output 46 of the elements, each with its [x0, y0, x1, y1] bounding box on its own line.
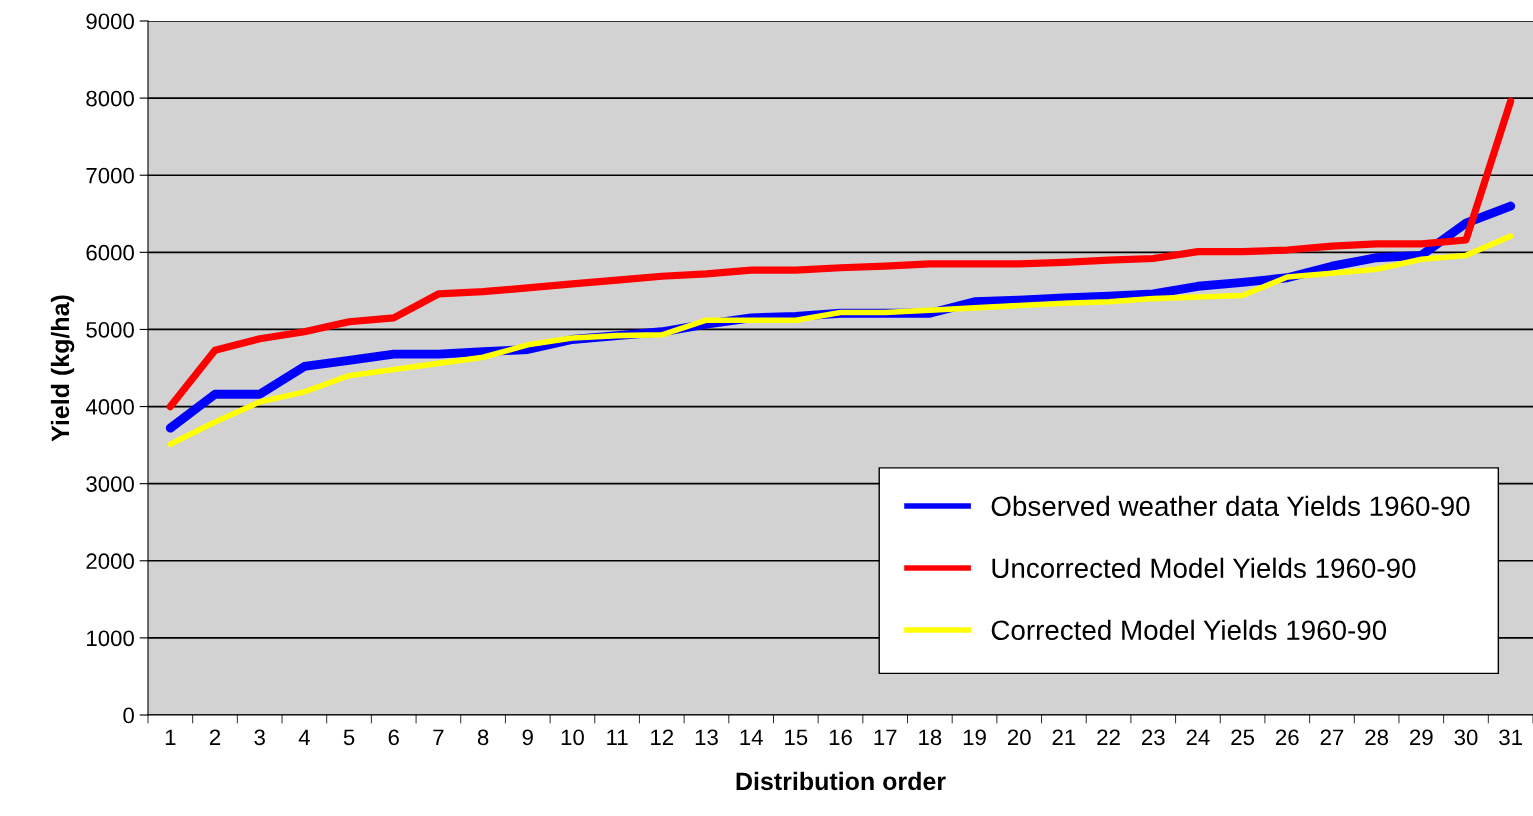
x-tick-label: 19: [963, 729, 986, 746]
x-tick-label: 6: [388, 729, 399, 746]
x-tick-label: 15: [785, 729, 808, 746]
x-tick-label: 14: [740, 729, 763, 745]
x-tick-label: 22: [1097, 729, 1120, 745]
y-tick-label: 6000: [86, 244, 134, 261]
x-tick-label: 10: [561, 729, 584, 746]
x-tick-label: 17: [874, 729, 897, 745]
x-tick-label: 13: [695, 729, 718, 746]
legend-label: Corrected Model Yields 1960-90: [991, 619, 1387, 641]
x-tick-label: 20: [1007, 729, 1031, 746]
y-tick-label: 7000: [86, 167, 134, 184]
x-tick-label: 11: [607, 729, 628, 745]
x-tick-label: 5: [343, 729, 355, 746]
x-tick-label: 1: [165, 729, 176, 745]
x-tick-label: 31: [1499, 729, 1522, 746]
x-tick-label: 18: [919, 729, 942, 746]
y-tick-label: 3000: [86, 476, 134, 492]
y-tick-label: 4000: [85, 399, 134, 415]
y-tick-label: 0: [123, 707, 134, 724]
x-tick-label: 2: [209, 729, 221, 745]
x-tick-label: 9: [522, 729, 533, 746]
y-axis-title: Yield (kg/ha): [50, 295, 75, 442]
y-tick-label: 2000: [86, 553, 134, 570]
y-tick-label: 9000: [86, 13, 134, 30]
x-axis-title: Distribution order: [736, 771, 946, 791]
x-tick-label: 24: [1186, 729, 1210, 745]
x-tick-label: 12: [651, 729, 674, 745]
x-tick-label: 3: [254, 729, 265, 746]
x-tick-label: 16: [829, 729, 852, 746]
x-tick-label: 21: [1052, 729, 1076, 745]
x-tick-label: 4: [298, 729, 310, 745]
x-tick-label: 25: [1231, 729, 1255, 746]
y-tick-label: 5000: [86, 321, 134, 338]
legend-label: Uncorrected Model Yields 1960-90: [992, 557, 1416, 579]
y-tick-label: 8000: [86, 90, 134, 107]
x-tick-label: 7: [433, 729, 444, 745]
x-tick-label: 8: [477, 729, 489, 746]
x-tick-label: 30: [1454, 729, 1478, 746]
x-tick-label: 23: [1142, 729, 1165, 746]
y-tick-label: 1000: [87, 630, 134, 647]
legend-label: Observed weather data Yields 1960-90: [991, 495, 1470, 517]
x-tick-label: 26: [1276, 729, 1299, 746]
x-tick-label: 28: [1365, 729, 1389, 746]
x-tick-label: 27: [1320, 729, 1344, 745]
x-tick-label: 29: [1410, 729, 1433, 746]
